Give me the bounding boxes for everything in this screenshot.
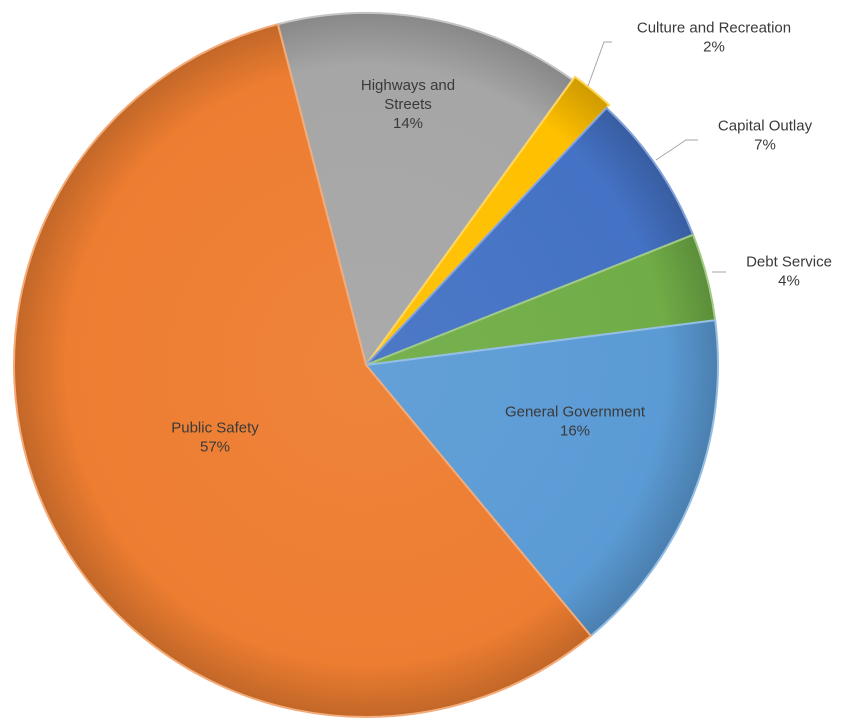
slice-name-label: Capital Outlay (718, 118, 813, 135)
pie-slice-capital-outlay (365, 106, 695, 366)
leader-line-capital-outlay (655, 139, 698, 161)
slice-name-label: Debt Service (746, 254, 832, 271)
slice-label-public-safety: Public Safety 57% (171, 420, 259, 456)
leader-lines (587, 41, 726, 273)
slice-value-label: 7% (754, 137, 776, 154)
slice-label-highways-and-streets: Highways and Streets 14% (361, 77, 455, 132)
slice-label-general-government: General Government 16% (505, 404, 646, 440)
slice-value-label: 57% (200, 439, 230, 456)
leader-line-culture-and-recreation (587, 41, 612, 87)
slice-name-label: Culture and Recreation (637, 20, 791, 37)
slice-label-capital-outlay: Capital Outlay 7% (718, 118, 813, 154)
pie-slices (13, 12, 719, 718)
slice-name-label: General Government (505, 404, 646, 421)
pie-slice-public-safety (13, 23, 592, 718)
pie-slice-culture-and-recreation (367, 75, 611, 363)
slice-label-debt-service: Debt Service 4% (746, 254, 832, 290)
slice-value-label: 16% (560, 423, 590, 440)
pie-slice-general-government (365, 319, 719, 637)
slice-value-label: 2% (703, 39, 725, 56)
slice-value-label: 4% (778, 273, 800, 290)
pie-slice-highways-and-streets (276, 12, 574, 366)
slice-value-label: 14% (393, 115, 423, 132)
slice-name-label: Highways and (361, 77, 455, 94)
slice-labels: Highways and Streets 14% Culture and Recrea… (171, 20, 832, 456)
slice-name-label: Streets (384, 96, 432, 113)
slice-name-label: Public Safety (171, 420, 259, 437)
slice-label-culture-and-recreation: Culture and Recreation 2% (637, 20, 791, 56)
